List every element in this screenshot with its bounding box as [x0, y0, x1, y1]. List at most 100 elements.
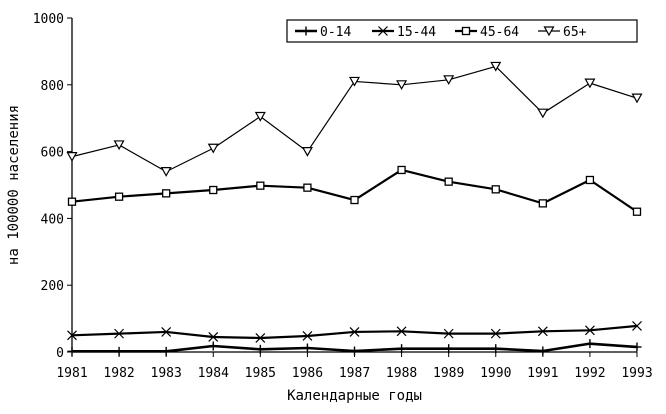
y-tick-label: 600: [41, 146, 64, 161]
data-point-45-64-1981: [67, 197, 77, 206]
axes: 0 200 400 600 800 1000 1981 1982 1983 1984 1985 198…: [6, 12, 653, 404]
marker-stroke: [632, 321, 642, 331]
x-tick-label: 1987: [339, 366, 370, 381]
legend-marker-65+: [543, 26, 555, 37]
legend-marker-15-44: [378, 26, 388, 36]
y-tick-label: 0: [56, 346, 64, 361]
x-axis-title: Календарные годы: [287, 388, 422, 404]
y-tick-label: 1000: [33, 12, 64, 27]
data-point-65+-1991: [537, 108, 549, 119]
data-point-65+-1982: [113, 140, 125, 151]
legend-label: 65+: [563, 25, 587, 40]
x-tick-label: 1986: [292, 366, 323, 381]
data-point-65+-1981: [66, 152, 78, 162]
data-point-45-64-1992: [585, 175, 595, 185]
series-layer: [66, 61, 643, 356]
x-tick-label: 1993: [621, 366, 652, 381]
data-point-45-64-1982: [114, 192, 124, 201]
data-point-45-64-1991: [538, 199, 547, 208]
data-point-65+-1993: [631, 93, 643, 104]
data-point-0-14-1982: [114, 346, 124, 356]
data-point-65+-1983: [160, 167, 172, 177]
data-point-15-44-1983: [161, 327, 172, 337]
x-tick-label: 1983: [151, 366, 182, 381]
data-point-65+-1990: [490, 61, 502, 72]
x-tick-label: 1991: [527, 366, 558, 381]
marker-stroke: [443, 328, 454, 339]
data-point-65+-1992: [584, 78, 596, 89]
data-point-15-44-1989: [443, 328, 454, 339]
data-point-65+-1984: [207, 143, 219, 154]
data-point-65+-1989: [443, 75, 455, 86]
legend-marker-0-14: [301, 26, 311, 36]
marker-stroke: [302, 331, 313, 341]
data-point-0-14-1981: [67, 346, 77, 356]
marker-stroke: [114, 328, 125, 339]
data-point-0-14-1990: [491, 344, 501, 354]
data-point-65+-1985: [254, 111, 266, 122]
data-point-15-44-1987: [349, 327, 360, 337]
marker-stroke: [67, 330, 77, 341]
data-point-65+-1986: [301, 147, 313, 157]
marker-stroke: [584, 325, 595, 336]
marker-stroke: [537, 326, 548, 337]
y-tick-label: 200: [41, 279, 64, 294]
data-point-45-64-1987: [350, 195, 359, 205]
data-point-0-14-1991: [538, 346, 548, 356]
data-point-0-14-1986: [302, 343, 312, 353]
data-point-15-44-1992: [584, 325, 595, 336]
data-point-0-14-1985: [255, 344, 265, 354]
data-point-0-14-1988: [397, 344, 407, 354]
data-point-0-14-1983: [161, 346, 171, 356]
data-point-15-44-1991: [537, 326, 548, 337]
data-point-15-44-1990: [490, 328, 501, 339]
legend-label: 0-14: [320, 25, 351, 40]
legend-label: 45-64: [480, 25, 519, 40]
data-point-45-64-1985: [256, 181, 265, 190]
legend-marker-45-64: [461, 26, 471, 36]
marker-stroke: [396, 326, 407, 337]
data-point-45-64-1983: [162, 189, 171, 198]
data-point-45-64-1993: [632, 207, 642, 216]
y-tick-label: 800: [41, 79, 64, 94]
marker-stroke: [255, 333, 266, 343]
data-point-45-64-1989: [444, 177, 453, 186]
data-point-15-44-1985: [255, 333, 266, 343]
data-point-0-14-1984: [208, 341, 218, 351]
marker-stroke: [161, 327, 172, 337]
legend: 0-14 15-44 45-64 65+: [286, 19, 638, 43]
x-tick-label: 1984: [198, 366, 229, 381]
data-point-45-64-1988: [397, 165, 406, 175]
data-point-0-14-1993: [632, 342, 642, 352]
data-point-15-44-1984: [208, 332, 219, 342]
x-tick-label: 1985: [245, 366, 276, 381]
data-point-45-64-1984: [209, 185, 218, 195]
x-tick-label: 1989: [433, 366, 464, 381]
marker-stroke: [349, 327, 360, 337]
data-point-65+-1988: [396, 80, 408, 91]
data-point-45-64-1990: [491, 185, 500, 194]
data-point-65+-1987: [348, 76, 361, 87]
x-tick-label: 1982: [103, 366, 134, 381]
x-tick-label: 1992: [574, 366, 605, 381]
data-point-45-64-1986: [303, 183, 312, 192]
legend-label: 15-44: [397, 25, 436, 40]
marker-stroke: [490, 328, 501, 339]
data-point-0-14-1987: [350, 346, 359, 356]
y-axis-title: на 100000 населения: [6, 105, 22, 265]
marker-stroke: [208, 332, 219, 342]
data-point-15-44-1993: [632, 321, 642, 331]
data-point-0-14-1992: [585, 339, 595, 349]
data-point-0-14-1989: [444, 344, 454, 354]
series-line-45-64: [71, 168, 638, 213]
marker-stroke: [378, 26, 388, 36]
data-point-15-44-1986: [302, 331, 313, 341]
x-tick-label: 1990: [480, 366, 511, 381]
data-point-15-44-1981: [67, 330, 77, 341]
data-point-15-44-1988: [396, 326, 407, 337]
x-tick-label: 1988: [386, 366, 417, 381]
data-point-15-44-1982: [114, 328, 125, 339]
x-tick-label: 1981: [56, 366, 87, 381]
